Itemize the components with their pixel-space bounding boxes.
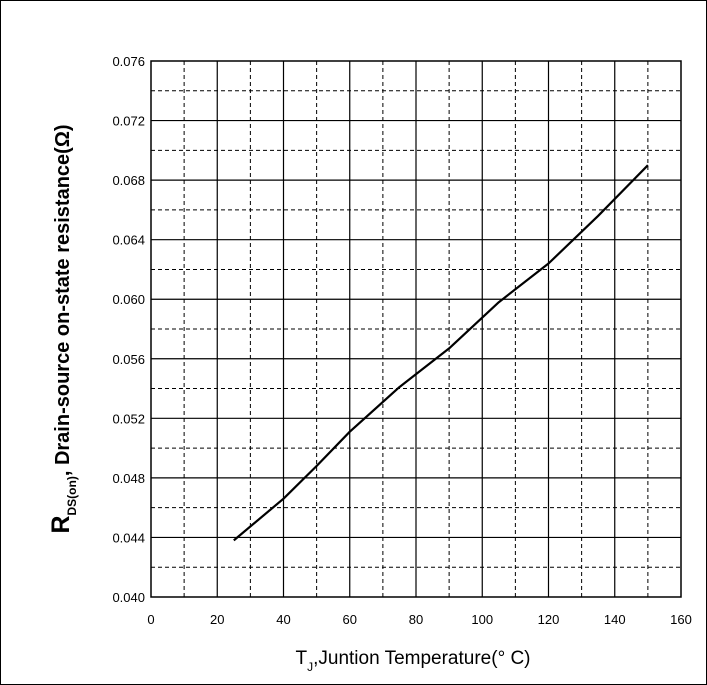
x-tick-label: 0 xyxy=(147,612,154,627)
x-tick-label: 20 xyxy=(210,612,224,627)
y-tick-label: 0.044 xyxy=(112,530,145,545)
y-axis-ticks: 0.040 0.044 0.048 0.052 0.056 0.060 0.064 0.068… xyxy=(112,54,145,605)
x-axis-ticks: 0 20 40 60 80 100 120 140 160 xyxy=(147,612,691,627)
x-tick-label: 60 xyxy=(343,612,357,627)
grid xyxy=(151,61,681,597)
y-tick-label: 0.056 xyxy=(112,352,145,367)
x-tick-label: 40 xyxy=(276,612,290,627)
plot-area xyxy=(150,60,682,598)
y-axis-label: RDS(on), Drain-source on-state resistanc… xyxy=(47,124,79,533)
x-tick-label: 120 xyxy=(538,612,560,627)
series-line xyxy=(233,164,649,542)
y-tick-label: 0.064 xyxy=(112,233,145,248)
y-tick-label: 0.060 xyxy=(112,292,145,307)
x-tick-label: 100 xyxy=(471,612,493,627)
y-tick-label: 0.076 xyxy=(112,54,145,69)
y-tick-label: 0.072 xyxy=(112,114,145,129)
x-tick-label: 80 xyxy=(409,612,423,627)
y-tick-label: 0.052 xyxy=(112,411,145,426)
x-tick-label: 140 xyxy=(604,612,626,627)
y-tick-label: 0.048 xyxy=(112,471,145,486)
x-axis-label: TJ,Juntion Temperature(° C) xyxy=(295,648,530,674)
x-tick-label: 160 xyxy=(670,612,692,627)
y-tick-label: 0.040 xyxy=(112,590,145,605)
y-tick-label: 0.068 xyxy=(112,173,145,188)
